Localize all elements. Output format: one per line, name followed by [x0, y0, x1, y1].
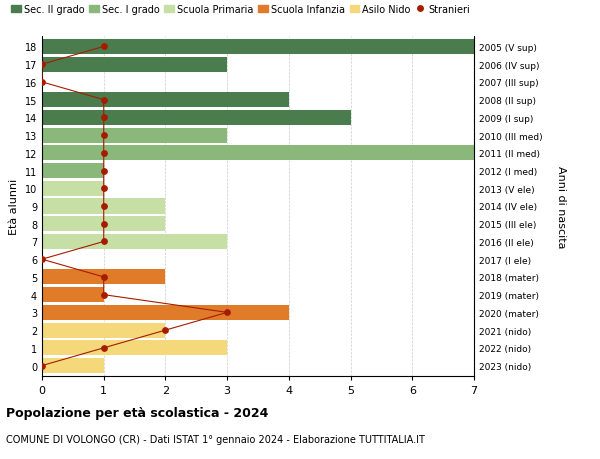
Point — [37, 256, 47, 263]
Point — [99, 97, 109, 104]
Point — [99, 44, 109, 51]
Point — [99, 114, 109, 122]
Text: Popolazione per età scolastica - 2024: Popolazione per età scolastica - 2024 — [6, 406, 268, 419]
Point — [37, 362, 47, 369]
Point — [99, 168, 109, 175]
Bar — [42, 40, 474, 55]
Y-axis label: Età alunni: Età alunni — [9, 179, 19, 235]
Point — [37, 79, 47, 86]
Point — [99, 291, 109, 299]
Point — [99, 274, 109, 281]
Bar — [42, 199, 166, 214]
Point — [99, 132, 109, 140]
Bar — [42, 111, 350, 126]
Bar — [42, 358, 104, 373]
Point — [161, 327, 170, 334]
Bar — [42, 164, 104, 179]
Bar — [42, 128, 227, 143]
Point — [99, 150, 109, 157]
Bar — [42, 93, 289, 108]
Point — [223, 309, 232, 316]
Point — [99, 203, 109, 210]
Point — [99, 221, 109, 228]
Bar — [42, 57, 227, 73]
Bar — [42, 235, 227, 249]
Point — [37, 62, 47, 69]
Y-axis label: Anni di nascita: Anni di nascita — [556, 165, 566, 248]
Point — [99, 344, 109, 352]
Bar — [42, 181, 104, 196]
Text: COMUNE DI VOLONGO (CR) - Dati ISTAT 1° gennaio 2024 - Elaborazione TUTTITALIA.IT: COMUNE DI VOLONGO (CR) - Dati ISTAT 1° g… — [6, 434, 425, 444]
Bar — [42, 305, 289, 320]
Bar — [42, 323, 166, 338]
Point — [99, 238, 109, 246]
Legend: Sec. II grado, Sec. I grado, Scuola Primaria, Scuola Infanzia, Asilo Nido, Stran: Sec. II grado, Sec. I grado, Scuola Prim… — [11, 5, 470, 15]
Point — [99, 185, 109, 192]
Bar — [42, 146, 474, 161]
Bar — [42, 287, 104, 302]
Bar — [42, 341, 227, 356]
Bar — [42, 217, 166, 232]
Bar — [42, 270, 166, 285]
